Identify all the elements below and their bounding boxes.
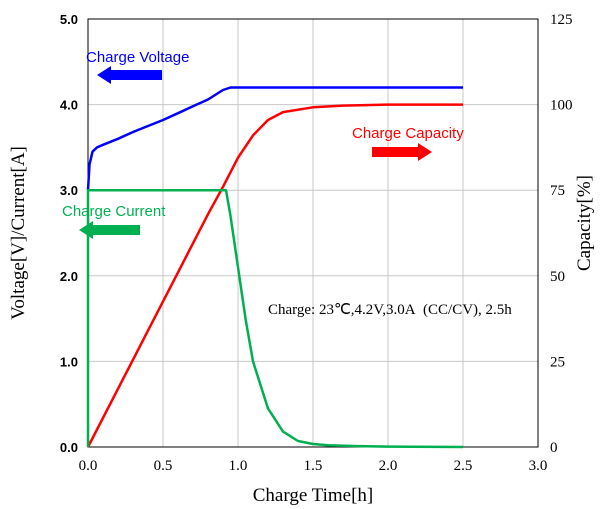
y-left-tick-label: 5.0 bbox=[60, 12, 78, 27]
y-axis-right-title: Capacity[%] bbox=[574, 175, 595, 271]
charge-condition-note: Charge: 23℃,4.2V,3.0A (CC/CV), 2.5h bbox=[268, 302, 512, 318]
x-tick-label: 0.0 bbox=[79, 458, 98, 474]
x-tick-label: 3.0 bbox=[529, 458, 548, 474]
y-right-tick-label: 0 bbox=[550, 440, 558, 456]
y-left-tick-label: 3.0 bbox=[60, 183, 78, 198]
y-left-tick-label: 1.0 bbox=[60, 354, 78, 369]
y-axis-left-title: Voltage[V]/Current[A] bbox=[8, 146, 29, 320]
charge-capacity-arrow-head bbox=[418, 143, 432, 161]
charge-capacity-label: Charge Capacity bbox=[352, 125, 464, 142]
y-right-tick-label: 100 bbox=[550, 98, 573, 114]
charge-voltage-arrow-shaft bbox=[111, 70, 162, 80]
charge-voltage-arrow-head bbox=[97, 66, 111, 84]
x-tick-label: 2.5 bbox=[454, 458, 473, 474]
x-axis-title: Charge Time[h] bbox=[253, 485, 374, 506]
x-tick-label: 0.5 bbox=[154, 458, 173, 474]
y-right-tick-label: 125 bbox=[550, 12, 573, 28]
x-tick-label: 2.0 bbox=[379, 458, 398, 474]
charge-current-line bbox=[86, 188, 464, 449]
charge-current-arrow-shaft bbox=[93, 225, 140, 235]
y-right-tick-label: 50 bbox=[550, 269, 565, 285]
y-left-tick-label: 0.0 bbox=[60, 440, 78, 455]
annotations: Charge Voltage Charge Capacity Charge Curr… bbox=[62, 49, 464, 239]
y-right-tick-label: 25 bbox=[550, 354, 565, 370]
charge-voltage-label: Charge Voltage bbox=[86, 49, 189, 66]
y-left-tick-label: 2.0 bbox=[60, 269, 78, 284]
series-lines bbox=[86, 86, 464, 449]
charge-capacity-arrow-shaft bbox=[372, 147, 418, 157]
y-right-tick-label: 75 bbox=[550, 183, 565, 199]
y-left-tick-label: 4.0 bbox=[60, 98, 78, 113]
charge-current-label: Charge Current bbox=[62, 203, 166, 220]
grid-lines bbox=[88, 19, 538, 447]
charge-current-arrow-head bbox=[79, 221, 93, 239]
tick-labels: 0.0 1.0 2.0 3.0 4.0 5.0 0 25 50 75 100 125 0.0 0.5 1.0… bbox=[60, 12, 573, 474]
x-tick-label: 1.0 bbox=[229, 458, 248, 474]
x-tick-label: 1.5 bbox=[304, 458, 323, 474]
charge-capacity-line bbox=[86, 103, 463, 448]
charge-voltage-line bbox=[86, 86, 463, 191]
